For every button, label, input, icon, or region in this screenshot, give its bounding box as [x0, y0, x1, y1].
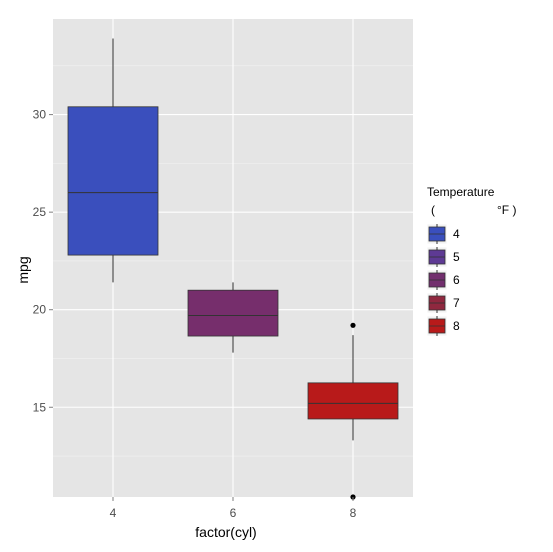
legend-label: 4 [453, 227, 460, 241]
y-tick-label: 25 [33, 205, 47, 219]
legend-items: 4 5 6 7 8 [426, 223, 460, 337]
legend-label: 6 [453, 273, 460, 287]
legend: Temperature ( °F ) 4 5 6 7 8 [426, 185, 516, 337]
y-tick-label: 20 [33, 303, 47, 317]
x-axis-ticks: 4 6 8 [110, 497, 357, 520]
box-6 [187, 289, 279, 337]
boxes-layer [67, 38, 399, 500]
legend-subtitle-unit: °F ) [497, 203, 516, 217]
legend-label: 7 [453, 296, 460, 310]
legend-label: 5 [453, 250, 460, 264]
legend-item-4: 4 [426, 223, 460, 245]
x-tick-label: 8 [350, 506, 357, 520]
legend-subtitle-open: ( [431, 203, 435, 217]
x-axis-title: factor(cyl) [195, 524, 256, 540]
outlier-point [350, 322, 356, 328]
box-group-4 [67, 38, 159, 283]
y-axis-title: mpg [15, 256, 31, 283]
box-group-6 [187, 282, 279, 353]
legend-item-5: 5 [426, 246, 460, 268]
legend-item-6: 6 [426, 269, 460, 291]
box-group-8 [307, 322, 399, 500]
y-axis-ticks: 15 20 25 30 [33, 108, 53, 414]
y-tick-label: 30 [33, 108, 47, 122]
x-tick-label: 6 [230, 506, 237, 520]
legend-item-8: 8 [426, 315, 460, 337]
box-4 [67, 106, 159, 256]
legend-item-7: 7 [426, 292, 460, 314]
legend-title: Temperature [427, 185, 495, 199]
box-8 [307, 382, 399, 420]
legend-label: 8 [453, 319, 460, 333]
y-tick-label: 15 [33, 400, 47, 414]
x-tick-label: 4 [110, 506, 117, 520]
